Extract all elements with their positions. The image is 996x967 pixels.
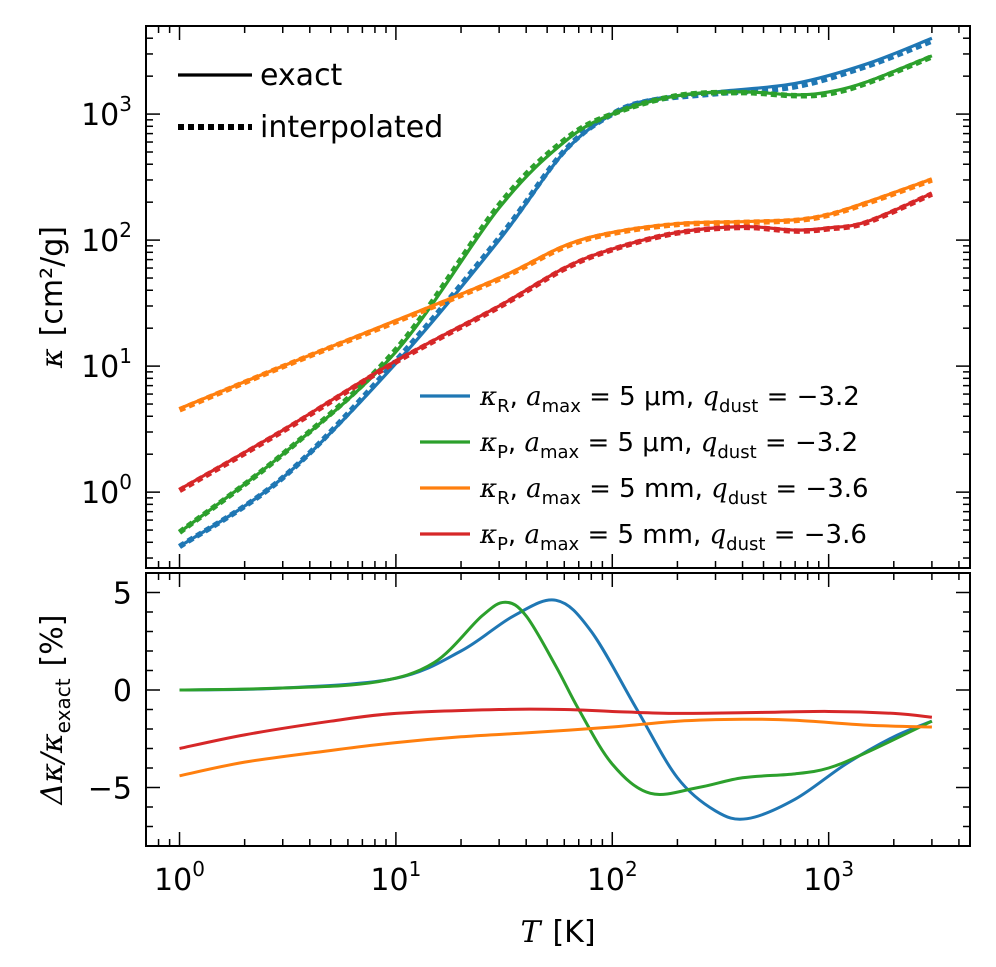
series-r-um-interpolated-line xyxy=(177,38,933,549)
top-panel: 100 101 102 103 xyxy=(81,25,971,569)
bottom-plot-area xyxy=(179,598,933,821)
x-tick-label: 100 xyxy=(154,857,205,898)
series-legend-entry-1: κP, amax = 5 μm, qdust = −3.2 xyxy=(420,428,858,463)
top-plot-area xyxy=(177,36,934,549)
series-p-mm-interpolated-line xyxy=(178,191,934,493)
residual-line-2 xyxy=(179,717,932,778)
residual-line-3 xyxy=(179,707,933,750)
x-tick-label: 101 xyxy=(370,857,421,898)
legend-label: κR, amax = 5 μm, qdust = −3.2 xyxy=(479,382,860,417)
x-axis-label: T [K] xyxy=(520,915,595,950)
y-tick-label: 103 xyxy=(81,92,132,133)
series-r-mm-exact-line xyxy=(178,177,933,411)
series-legend-entry-0: κR, amax = 5 μm, qdust = −3.2 xyxy=(420,382,860,417)
legends: exact interpolated κR, amax = 5 μm, qdust … xyxy=(178,58,869,555)
legend-label: κP, amax = 5 μm, qdust = −3.2 xyxy=(479,428,858,463)
top-y-axis-label: κ[cm²/g] xyxy=(35,226,70,369)
style-legend-dotted: interpolated xyxy=(178,110,443,145)
y-tick-label: 0 xyxy=(113,674,132,709)
legend-label: κR, amax = 5 mm, qdust = −3.6 xyxy=(479,474,869,509)
y-tick-label: −5 xyxy=(88,772,132,807)
y-tick-label: 5 xyxy=(113,577,132,612)
y-tick-label: 102 xyxy=(81,218,132,259)
residual-line-1 xyxy=(179,600,933,796)
series-r-mm-interpolated-line xyxy=(178,177,933,413)
style-legend-solid: exact xyxy=(178,58,343,93)
axis-labels: T [K] κ[cm²/g] Δκ/κexact[%] xyxy=(35,226,596,950)
series-p-um-interpolated-line xyxy=(177,54,933,535)
x-tick-label: 102 xyxy=(587,857,638,898)
bottom-y-axis-label: Δκ/κexact[%] xyxy=(35,615,75,806)
x-tick-label: 103 xyxy=(803,857,854,898)
style-legend-label: exact xyxy=(260,58,343,93)
series-legend-entry-3: κP, amax = 5 mm, qdust = −3.6 xyxy=(420,520,867,555)
legend-label: κP, amax = 5 mm, qdust = −3.6 xyxy=(479,520,867,555)
top-frame xyxy=(145,25,971,569)
style-legend-label: interpolated xyxy=(260,110,443,145)
series-legend-entry-2: κR, amax = 5 mm, qdust = −3.6 xyxy=(420,474,869,509)
y-tick-label: 100 xyxy=(81,470,132,511)
y-tick-label: 101 xyxy=(81,344,132,385)
bottom-panel: 100 101 102 103 5 0 −5 xyxy=(88,572,971,898)
